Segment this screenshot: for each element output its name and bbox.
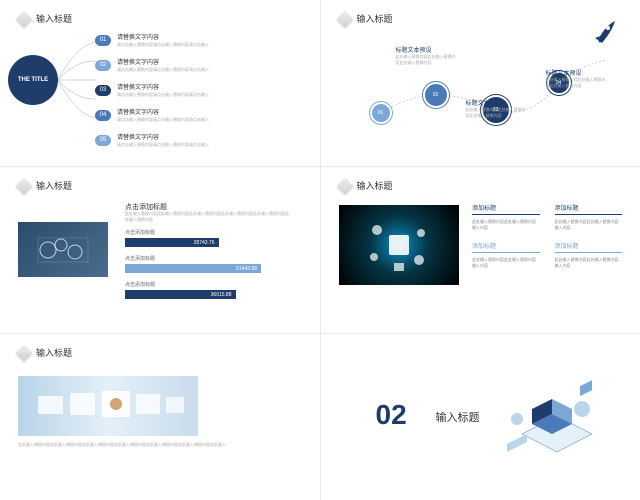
diamond-icon xyxy=(336,10,353,27)
cell-sub: 此处输入替换内容此处输入替换内容输入内容 xyxy=(472,219,540,231)
bar-fill: 36615.88 xyxy=(125,290,236,299)
title-circle: THE TITLE xyxy=(8,55,58,105)
slide-header: 输入标题 xyxy=(18,346,302,359)
feature-cell: 添加标题此处输入替换内容此处输入替换内容输入内容 xyxy=(555,241,623,269)
item-number: 01 xyxy=(95,35,111,46)
slide-4: 输入标题 添加标题此处输入替换内容此处输入替换内容输入内容添加标题此处输入替换内… xyxy=(321,167,640,333)
slide-2: 输入标题 01020304 标题文本预设 此处输入替换内容此处输入替换内容此处输… xyxy=(321,0,640,166)
item-sub: 请点击输入替换内容请点击输入替换内容请点击输入 xyxy=(117,92,209,98)
bar-title: 点击添加标题 xyxy=(125,281,295,288)
section-title: 输入标题 xyxy=(436,409,480,425)
list-item: 04 请替换文字内容请点击输入替换内容请点击输入替换内容请点击输入 xyxy=(95,107,209,123)
content-image xyxy=(18,222,108,277)
slide-header: 输入标题 xyxy=(339,179,623,192)
timeline-label: 标题文本预设 xyxy=(396,45,432,54)
cell-sub: 此处输入替换内容此处输入替换内容输入内容 xyxy=(472,257,540,269)
item-title: 请替换文字内容 xyxy=(117,107,209,116)
timeline-dot: 01 xyxy=(370,102,392,124)
timeline-label: 标题文本预设 xyxy=(466,98,502,107)
cell-sub: 此处输入替换内容此处输入替换内容输入内容 xyxy=(555,219,623,231)
banner-image xyxy=(18,376,198,436)
connector-lines xyxy=(56,40,96,130)
timeline-sub: 此处输入替换内容此处输入替换内容此处输入替换内容 xyxy=(466,107,526,118)
bar-fill: 51443.98 xyxy=(125,264,261,273)
item-sub: 请点击输入替换内容请点击输入替换内容请点击输入 xyxy=(117,67,209,73)
item-sub: 请点击输入替换内容请点击输入替换内容请点击输入 xyxy=(117,142,209,148)
timeline-sub: 此处输入替换内容此处输入替换内容此处输入替换内容 xyxy=(546,77,606,88)
slide-3: 输入标题 点击添加标题 此处输入替换内容此处输入替换内容此处输入替换内容此处输入… xyxy=(0,167,320,333)
isometric-illustration xyxy=(492,374,622,464)
diamond-icon xyxy=(16,177,33,194)
feature-cell: 添加标题此处输入替换内容此处输入替换内容输入内容 xyxy=(472,203,540,231)
banner-sub: 此处输入替换内容此处输入替换内容此处输入替换内容此处输入替换内容此处输入替换内容… xyxy=(18,442,298,448)
slide-header: 输入标题 xyxy=(18,179,302,192)
item-title: 请替换文字内容 xyxy=(117,132,209,141)
cell-title: 添加标题 xyxy=(472,203,540,215)
feature-cell: 添加标题此处输入替换内容此处输入替换内容输入内容 xyxy=(555,203,623,231)
item-title: 请替换文字内容 xyxy=(117,57,209,66)
item-number: 03 xyxy=(95,85,111,96)
section-sub: 此处输入替换内容此处输入替换内容此处输入替换内容此处输入替换内容此处输入替换内容… xyxy=(125,211,290,222)
slide-6: 02 输入标题 xyxy=(321,334,640,500)
feature-cell: 添加标题此处输入替换内容此处输入替换内容输入内容 xyxy=(472,241,540,269)
section-number: 02 xyxy=(376,399,407,431)
diamond-icon xyxy=(16,344,33,361)
bar-row: 点击添加标题 28743.76 xyxy=(125,229,295,247)
item-sub: 请点击输入替换内容请点击输入替换内容请点击输入 xyxy=(117,117,209,123)
timeline-label: 标题文本预设 xyxy=(546,68,582,77)
item-number: 05 xyxy=(95,135,111,146)
slide-5: 输入标题 此处输入替换内容此处输入替换内容此处输入替换内容此处输入替换内容此处输… xyxy=(0,334,320,500)
bar-fill: 28743.76 xyxy=(125,238,219,247)
bar-chart: 点击添加标题 28743.76 点击添加标题 51443.98 点击添加标题 36615.… xyxy=(125,229,295,299)
cell-title: 添加标题 xyxy=(555,203,623,215)
slide-1: 输入标题 THE TITLE 01 请替换文字内容请点击输入替换内容请点击输入替换… xyxy=(0,0,320,166)
timeline-dot: 02 xyxy=(423,82,449,108)
header-title: 输入标题 xyxy=(36,12,72,25)
item-list: 01 请替换文字内容请点击输入替换内容请点击输入替换内容请点击输入 02 请替换文字内… xyxy=(95,32,209,148)
cell-title: 添加标题 xyxy=(472,241,540,253)
item-title: 请替换文字内容 xyxy=(117,82,209,91)
bar-row: 点击添加标题 36615.88 xyxy=(125,281,295,299)
diamond-icon xyxy=(336,177,353,194)
header-title: 输入标题 xyxy=(357,179,393,192)
list-item: 03 请替换文字内容请点击输入替换内容请点击输入替换内容请点击输入 xyxy=(95,82,209,98)
diamond-icon xyxy=(16,10,33,27)
bar-title: 点击添加标题 xyxy=(125,255,295,262)
cell-title: 添加标题 xyxy=(555,241,623,253)
tech-image xyxy=(339,205,459,285)
item-number: 04 xyxy=(95,110,111,121)
item-sub: 请点击输入替换内容请点击输入替换内容请点击输入 xyxy=(117,42,209,48)
header-title: 输入标题 xyxy=(357,12,393,25)
list-item: 02 请替换文字内容请点击输入替换内容请点击输入替换内容请点击输入 xyxy=(95,57,209,73)
item-title: 请替换文字内容 xyxy=(117,32,209,41)
header-title: 输入标题 xyxy=(36,346,72,359)
bar-title: 点击添加标题 xyxy=(125,229,295,236)
item-number: 02 xyxy=(95,60,111,71)
cell-sub: 此处输入替换内容此处输入替换内容输入内容 xyxy=(555,257,623,269)
header-title: 输入标题 xyxy=(36,179,72,192)
feature-grid: 添加标题此处输入替换内容此处输入替换内容输入内容添加标题此处输入替换内容此处输入… xyxy=(472,203,622,269)
timeline-sub: 此处输入替换内容此处输入替换内容此处输入替换内容 xyxy=(396,54,456,65)
bar-row: 点击添加标题 51443.98 xyxy=(125,255,295,273)
slide-header: 输入标题 xyxy=(18,12,302,25)
list-item: 05 请替换文字内容请点击输入替换内容请点击输入替换内容请点击输入 xyxy=(95,132,209,148)
list-item: 01 请替换文字内容请点击输入替换内容请点击输入替换内容请点击输入 xyxy=(95,32,209,48)
slide-header: 输入标题 xyxy=(339,12,623,25)
